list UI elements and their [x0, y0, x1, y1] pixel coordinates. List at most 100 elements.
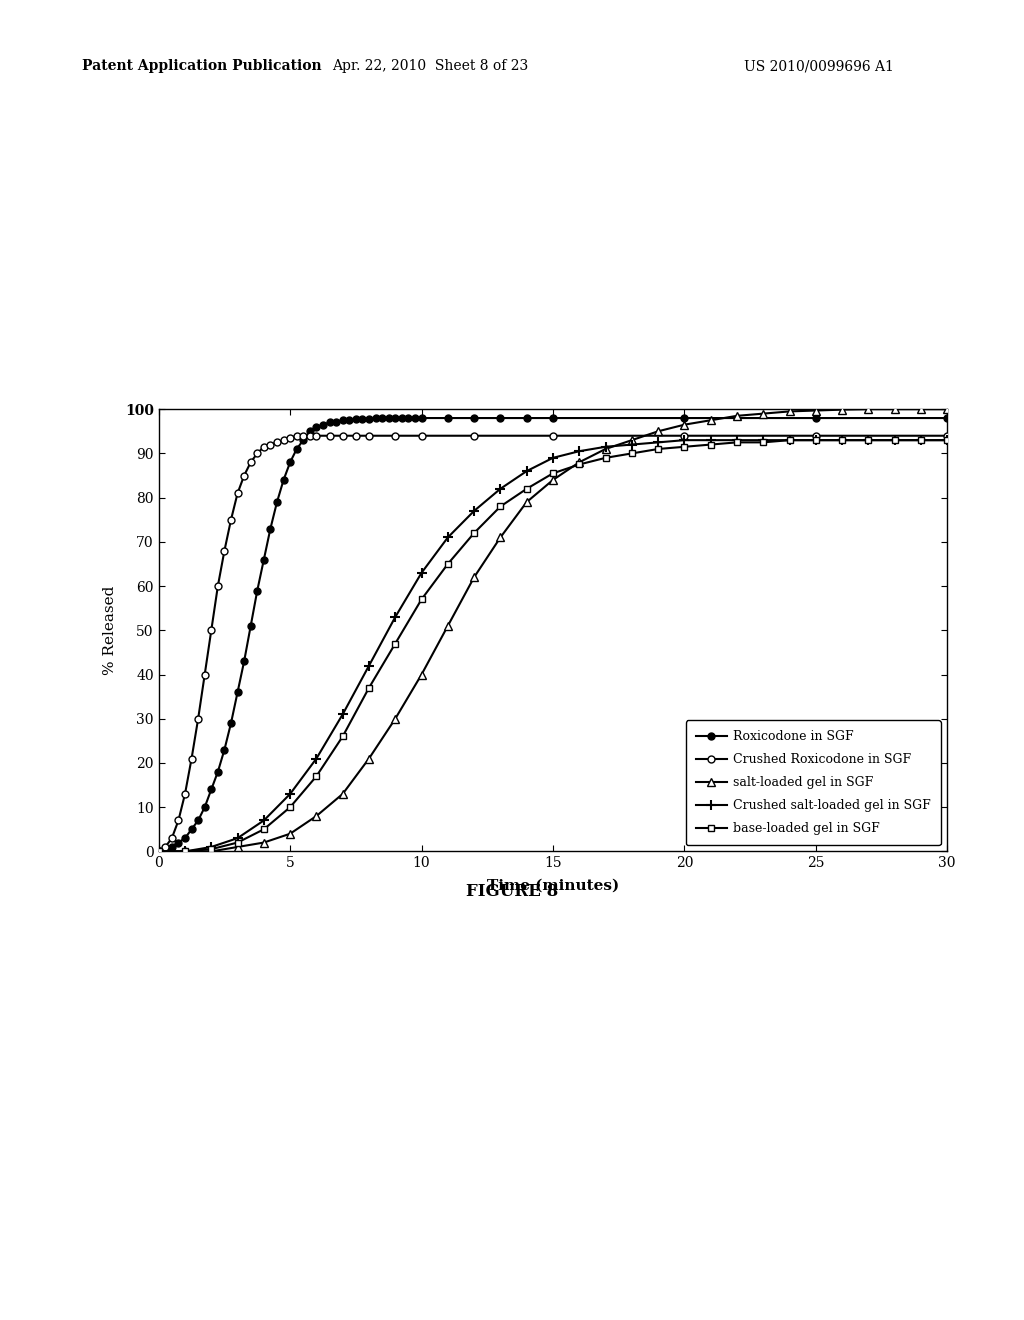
Crushed Roxicodone in SGF: [258, 438, 270, 454]
Roxicodone in SGF: [172, 834, 184, 850]
Crushed salt-loaded gel in SGF: [389, 609, 401, 624]
base-loaded gel in SGF: [520, 480, 532, 496]
Line: salt-loaded gel in SGF: salt-loaded gel in SGF: [155, 405, 951, 855]
Text: Apr. 22, 2010  Sheet 8 of 23: Apr. 22, 2010 Sheet 8 of 23: [332, 59, 528, 74]
salt-loaded gel in SGF: [416, 667, 428, 682]
salt-loaded gel in SGF: [705, 412, 717, 428]
base-loaded gel in SGF: [678, 438, 690, 454]
base-loaded gel in SGF: [337, 729, 349, 744]
Crushed Roxicodone in SGF: [251, 446, 263, 462]
salt-loaded gel in SGF: [495, 529, 507, 545]
base-loaded gel in SGF: [441, 556, 454, 572]
base-loaded gel in SGF: [941, 432, 953, 447]
Crushed Roxicodone in SGF: [199, 667, 211, 682]
Crushed Roxicodone in SGF: [166, 830, 178, 846]
base-loaded gel in SGF: [205, 841, 217, 857]
base-loaded gel in SGF: [547, 466, 559, 482]
Crushed salt-loaded gel in SGF: [810, 432, 822, 447]
base-loaded gel in SGF: [836, 432, 848, 447]
Crushed salt-loaded gel in SGF: [757, 432, 769, 447]
Roxicodone in SGF: [212, 764, 224, 780]
Crushed Roxicodone in SGF: [172, 813, 184, 829]
Crushed Roxicodone in SGF: [678, 428, 690, 444]
Crushed Roxicodone in SGF: [205, 623, 217, 639]
Text: US 2010/0099696 A1: US 2010/0099696 A1: [744, 59, 894, 74]
Crushed salt-loaded gel in SGF: [705, 432, 717, 447]
Crushed Roxicodone in SGF: [810, 428, 822, 444]
Crushed salt-loaded gel in SGF: [153, 843, 165, 859]
Text: FIGURE 8: FIGURE 8: [466, 883, 558, 899]
Roxicodone in SGF: [270, 494, 283, 510]
Crushed Roxicodone in SGF: [278, 432, 290, 447]
Roxicodone in SGF: [324, 414, 336, 430]
base-loaded gel in SGF: [652, 441, 665, 457]
Roxicodone in SGF: [316, 417, 329, 433]
Crushed Roxicodone in SGF: [291, 428, 303, 444]
Crushed Roxicodone in SGF: [193, 710, 205, 726]
Crushed salt-loaded gel in SGF: [547, 450, 559, 466]
salt-loaded gel in SGF: [468, 569, 480, 585]
Crushed salt-loaded gel in SGF: [599, 438, 611, 454]
base-loaded gel in SGF: [416, 591, 428, 607]
Crushed salt-loaded gel in SGF: [441, 529, 454, 545]
Roxicodone in SGF: [941, 411, 953, 426]
Crushed salt-loaded gel in SGF: [258, 813, 270, 829]
Roxicodone in SGF: [362, 411, 375, 426]
Roxicodone in SGF: [304, 424, 316, 440]
Text: Patent Application Publication: Patent Application Publication: [82, 59, 322, 74]
Roxicodone in SGF: [389, 411, 401, 426]
Crushed Roxicodone in SGF: [153, 843, 165, 859]
Roxicodone in SGF: [310, 418, 323, 434]
Roxicodone in SGF: [356, 411, 369, 426]
Crushed Roxicodone in SGF: [212, 578, 224, 594]
Crushed salt-loaded gel in SGF: [862, 432, 874, 447]
Crushed Roxicodone in SGF: [324, 428, 336, 444]
Crushed salt-loaded gel in SGF: [231, 830, 244, 846]
Crushed Roxicodone in SGF: [185, 751, 198, 767]
Roxicodone in SGF: [376, 411, 388, 426]
salt-loaded gel in SGF: [941, 401, 953, 417]
salt-loaded gel in SGF: [757, 405, 769, 421]
salt-loaded gel in SGF: [362, 751, 375, 767]
Crushed Roxicodone in SGF: [350, 428, 362, 444]
base-loaded gel in SGF: [757, 434, 769, 450]
Crushed Roxicodone in SGF: [304, 428, 316, 444]
Crushed salt-loaded gel in SGF: [520, 463, 532, 479]
salt-loaded gel in SGF: [547, 473, 559, 488]
Roxicodone in SGF: [441, 411, 454, 426]
salt-loaded gel in SGF: [889, 401, 901, 417]
Crushed Roxicodone in SGF: [179, 785, 191, 801]
Crushed salt-loaded gel in SGF: [495, 480, 507, 496]
Crushed Roxicodone in SGF: [310, 428, 323, 444]
Roxicodone in SGF: [547, 411, 559, 426]
Roxicodone in SGF: [337, 412, 349, 428]
salt-loaded gel in SGF: [626, 432, 638, 447]
Roxicodone in SGF: [258, 552, 270, 568]
salt-loaded gel in SGF: [284, 826, 296, 842]
Crushed salt-loaded gel in SGF: [941, 432, 953, 447]
Crushed Roxicodone in SGF: [270, 434, 283, 450]
Crushed salt-loaded gel in SGF: [573, 444, 586, 459]
salt-loaded gel in SGF: [573, 454, 586, 470]
salt-loaded gel in SGF: [783, 404, 796, 420]
Y-axis label: % Released: % Released: [102, 586, 117, 675]
Crushed Roxicodone in SGF: [264, 437, 276, 453]
Crushed salt-loaded gel in SGF: [836, 432, 848, 447]
Roxicodone in SGF: [402, 411, 415, 426]
Roxicodone in SGF: [370, 411, 382, 426]
Roxicodone in SGF: [350, 412, 362, 428]
Crushed salt-loaded gel in SGF: [468, 503, 480, 519]
Roxicodone in SGF: [251, 582, 263, 598]
base-loaded gel in SGF: [179, 843, 191, 859]
Crushed salt-loaded gel in SGF: [626, 437, 638, 453]
Roxicodone in SGF: [278, 473, 290, 488]
Line: Crushed Roxicodone in SGF: Crushed Roxicodone in SGF: [156, 432, 950, 855]
Crushed salt-loaded gel in SGF: [731, 432, 743, 447]
Roxicodone in SGF: [193, 813, 205, 829]
Line: base-loaded gel in SGF: base-loaded gel in SGF: [156, 437, 950, 854]
base-loaded gel in SGF: [573, 457, 586, 473]
salt-loaded gel in SGF: [310, 808, 323, 824]
salt-loaded gel in SGF: [652, 424, 665, 440]
base-loaded gel in SGF: [468, 525, 480, 541]
salt-loaded gel in SGF: [179, 843, 191, 859]
